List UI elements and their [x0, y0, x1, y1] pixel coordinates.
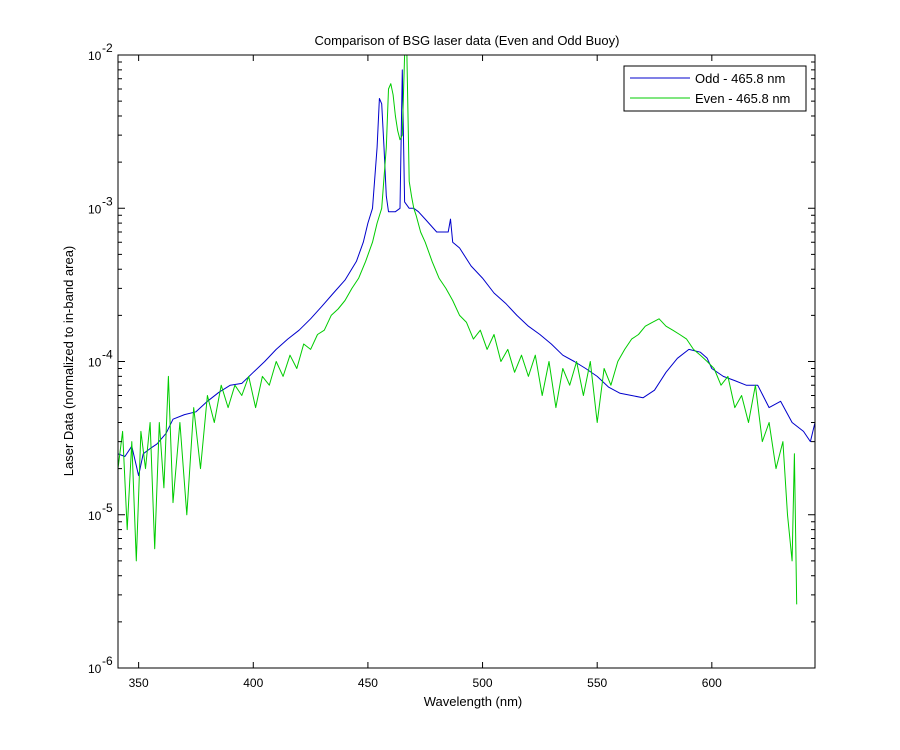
y-tick-label-exponent: -6 [102, 654, 113, 668]
chart-title: Comparison of BSG laser data (Even and O… [315, 33, 620, 48]
x-axis: 350 400 450 500 550 600 [129, 55, 722, 690]
series-layer [118, 55, 815, 605]
y-axis-label: Laser Data (normalized to in-band area) [61, 246, 76, 477]
legend-label-even: Even - 465.8 nm [695, 91, 790, 106]
legend-label-odd: Odd - 465.8 nm [695, 71, 785, 86]
y-tick-label-exponent: -3 [102, 194, 113, 208]
x-tick-label: 600 [702, 676, 722, 690]
y-tick-label: 10 [88, 202, 102, 216]
x-tick-label: 550 [587, 676, 607, 690]
y-tick-label: 10 [88, 509, 102, 523]
x-axis-label: Wavelength (nm) [424, 694, 523, 709]
y-axis: 10-610-510-410-310-2 [88, 41, 815, 676]
series-line-even [118, 55, 798, 605]
x-tick-label: 350 [129, 676, 149, 690]
y-tick-label-exponent: -2 [102, 41, 113, 55]
legend-box [623, 65, 807, 112]
y-tick-label-exponent: -5 [102, 501, 113, 515]
legend: Odd - 465.8 nm Even - 465.8 nm [623, 65, 807, 112]
x-tick-label: 500 [473, 676, 493, 690]
plot-area [118, 55, 815, 668]
x-tick-label: 450 [358, 676, 378, 690]
y-tick-label: 10 [88, 49, 102, 63]
x-tick-label: 400 [243, 676, 263, 690]
y-tick-label: 10 [88, 356, 102, 370]
y-tick-label-exponent: -4 [102, 348, 113, 362]
y-tick-label: 10 [88, 662, 102, 676]
